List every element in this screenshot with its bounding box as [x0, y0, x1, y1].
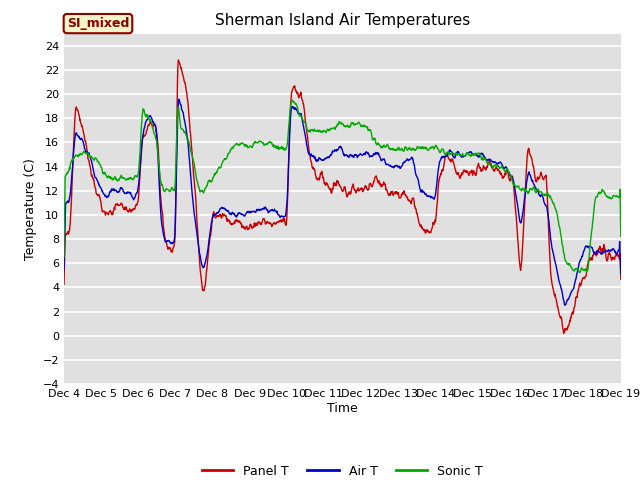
Y-axis label: Temperature (C): Temperature (C): [24, 158, 37, 260]
X-axis label: Time: Time: [327, 402, 358, 415]
Sonic T: [429, 144, 437, 150]
Sonic T: [617, 233, 625, 239]
Title: Sherman Island Air Temperatures: Sherman Island Air Temperatures: [215, 13, 470, 28]
Panel T: [502, 171, 509, 177]
Panel T: [170, 241, 178, 247]
Line: Panel T: Panel T: [64, 60, 621, 333]
Panel T: [429, 219, 437, 225]
Panel T: [184, 103, 192, 108]
Sonic T: [289, 97, 296, 103]
Air T: [429, 196, 437, 202]
Air T: [617, 271, 625, 276]
Sonic T: [170, 188, 178, 193]
Panel T: [246, 221, 254, 227]
Air T: [60, 266, 68, 272]
Panel T: [551, 291, 559, 297]
Panel T: [60, 281, 68, 287]
Sonic T: [60, 254, 68, 260]
Sonic T: [184, 137, 191, 143]
Air T: [246, 210, 254, 216]
Air T: [175, 96, 183, 102]
Air T: [551, 258, 559, 264]
Air T: [502, 164, 509, 169]
Air T: [184, 143, 192, 149]
Sonic T: [551, 205, 559, 211]
Air T: [561, 302, 568, 308]
Line: Air T: Air T: [64, 99, 621, 305]
Panel T: [560, 330, 568, 336]
Panel T: [175, 57, 182, 63]
Text: SI_mixed: SI_mixed: [67, 17, 129, 30]
Sonic T: [575, 270, 583, 276]
Sonic T: [246, 143, 254, 149]
Panel T: [617, 276, 625, 282]
Legend: Panel T, Air T, Sonic T: Panel T, Air T, Sonic T: [196, 460, 488, 480]
Line: Sonic T: Sonic T: [64, 100, 621, 273]
Air T: [170, 237, 178, 243]
Sonic T: [502, 168, 509, 174]
